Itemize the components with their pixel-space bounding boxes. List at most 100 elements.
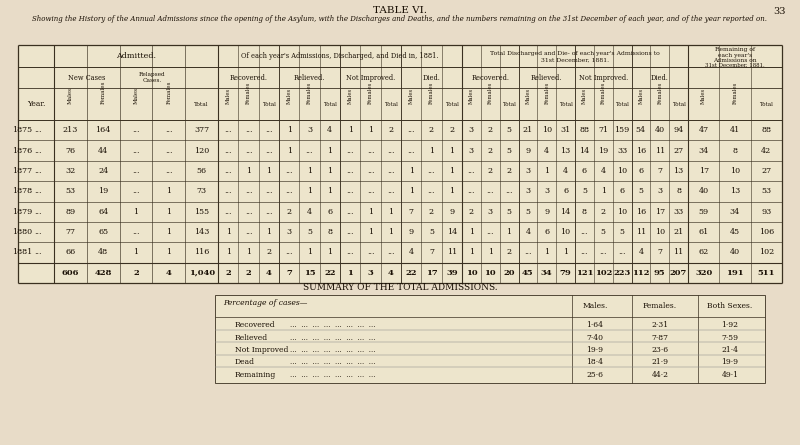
Text: 102: 102 bbox=[758, 248, 774, 256]
Text: 32: 32 bbox=[66, 167, 75, 175]
Text: 44: 44 bbox=[98, 146, 108, 154]
Text: ...: ... bbox=[245, 187, 252, 195]
Text: ...: ... bbox=[286, 248, 293, 256]
Text: 7: 7 bbox=[286, 269, 292, 277]
Text: 17: 17 bbox=[426, 269, 438, 277]
Text: ...: ... bbox=[428, 167, 435, 175]
Text: 5: 5 bbox=[506, 208, 511, 216]
Text: 1: 1 bbox=[286, 126, 292, 134]
Text: 10: 10 bbox=[730, 167, 740, 175]
Text: 10: 10 bbox=[617, 167, 627, 175]
Text: 1: 1 bbox=[286, 146, 292, 154]
Text: 59: 59 bbox=[698, 208, 709, 216]
Text: 1: 1 bbox=[166, 228, 171, 236]
Text: Relieved.: Relieved. bbox=[531, 73, 562, 81]
Text: Admissions on: Admissions on bbox=[713, 57, 757, 62]
Text: 1: 1 bbox=[388, 228, 394, 236]
Text: 17: 17 bbox=[654, 208, 665, 216]
Text: 48: 48 bbox=[98, 248, 108, 256]
Text: 213: 213 bbox=[62, 126, 78, 134]
Text: ...: ... bbox=[366, 248, 374, 256]
Text: 15: 15 bbox=[304, 269, 315, 277]
Text: 76: 76 bbox=[66, 146, 75, 154]
Text: 1: 1 bbox=[488, 248, 493, 256]
Text: 1: 1 bbox=[544, 167, 550, 175]
Text: Year.: Year. bbox=[27, 100, 45, 108]
Text: 23·6: 23·6 bbox=[651, 346, 669, 354]
Text: 1: 1 bbox=[166, 187, 171, 195]
Text: 21: 21 bbox=[674, 228, 684, 236]
Text: 3: 3 bbox=[526, 167, 530, 175]
Text: 66: 66 bbox=[66, 248, 75, 256]
Text: ...: ... bbox=[468, 167, 475, 175]
Text: 1: 1 bbox=[134, 248, 138, 256]
Text: 40: 40 bbox=[698, 187, 709, 195]
Text: ...: ... bbox=[265, 126, 273, 134]
Text: 1876: 1876 bbox=[12, 146, 32, 154]
Text: 2: 2 bbox=[601, 208, 606, 216]
Text: 1,040: 1,040 bbox=[189, 269, 214, 277]
Text: Males: Males bbox=[409, 88, 414, 104]
Text: 22: 22 bbox=[406, 269, 417, 277]
Text: 7·40: 7·40 bbox=[586, 334, 603, 342]
Text: 1: 1 bbox=[166, 208, 171, 216]
Text: Females: Females bbox=[733, 82, 738, 104]
Text: ...: ... bbox=[407, 146, 415, 154]
Text: ...: ... bbox=[387, 248, 394, 256]
Text: Showing the History of the Annual Admissions since the opening of the Asylum, wi: Showing the History of the Annual Admiss… bbox=[33, 15, 767, 23]
Text: 2·31: 2·31 bbox=[651, 321, 669, 329]
Text: 10: 10 bbox=[542, 126, 552, 134]
Text: ...: ... bbox=[132, 167, 140, 175]
Text: 79: 79 bbox=[560, 269, 571, 277]
Text: Females.: Females. bbox=[643, 302, 677, 310]
Text: 45: 45 bbox=[522, 269, 534, 277]
Text: Males.: Males. bbox=[582, 302, 608, 310]
Text: 428: 428 bbox=[94, 269, 112, 277]
Text: 207: 207 bbox=[670, 269, 687, 277]
Text: 2: 2 bbox=[266, 248, 271, 256]
Text: 1: 1 bbox=[409, 167, 414, 175]
Text: ...: ... bbox=[245, 228, 252, 236]
Text: Not Improved.: Not Improved. bbox=[578, 73, 628, 81]
Text: Total: Total bbox=[445, 101, 458, 106]
Text: Females: Females bbox=[429, 82, 434, 104]
Text: 25·6: 25·6 bbox=[586, 371, 603, 379]
Text: 2: 2 bbox=[429, 208, 434, 216]
Text: 73: 73 bbox=[197, 187, 206, 195]
Text: 24: 24 bbox=[98, 167, 108, 175]
Text: ...: ... bbox=[225, 146, 232, 154]
Text: ...: ... bbox=[165, 126, 173, 134]
Text: 4: 4 bbox=[166, 269, 172, 277]
Text: 34: 34 bbox=[730, 208, 740, 216]
Text: Not Improved.: Not Improved. bbox=[346, 73, 395, 81]
Text: ...: ... bbox=[306, 146, 314, 154]
Text: 1·64: 1·64 bbox=[586, 321, 603, 329]
Text: 5: 5 bbox=[506, 146, 511, 154]
Text: Relieved.: Relieved. bbox=[294, 73, 325, 81]
Text: Of each year's Admissions, Discharged, and Died in, 1881.: Of each year's Admissions, Discharged, a… bbox=[242, 52, 438, 60]
Text: ...: ... bbox=[225, 167, 232, 175]
Text: 4: 4 bbox=[388, 269, 394, 277]
Text: ...: ... bbox=[486, 228, 494, 236]
Text: 2: 2 bbox=[429, 126, 434, 134]
Text: 2: 2 bbox=[133, 269, 139, 277]
Text: ...: ... bbox=[34, 187, 42, 195]
Text: Relapsed
Cases.: Relapsed Cases. bbox=[139, 72, 166, 83]
Text: ...: ... bbox=[286, 187, 293, 195]
Text: Males: Males bbox=[638, 88, 643, 104]
Text: 5: 5 bbox=[526, 208, 530, 216]
Text: Males: Males bbox=[348, 88, 353, 104]
Text: ...  ...  ...  ...  ...  ...  ...  ...: ... ... ... ... ... ... ... ... bbox=[290, 334, 375, 342]
Text: 4: 4 bbox=[563, 167, 568, 175]
Bar bbox=[215, 295, 765, 383]
Text: Remaining of: Remaining of bbox=[715, 48, 755, 53]
Text: ...: ... bbox=[468, 187, 475, 195]
Text: 31st December, 1881.: 31st December, 1881. bbox=[705, 62, 765, 68]
Text: 1879: 1879 bbox=[12, 208, 32, 216]
Text: 20: 20 bbox=[503, 269, 515, 277]
Text: 7·87: 7·87 bbox=[651, 334, 669, 342]
Text: 1: 1 bbox=[450, 187, 454, 195]
Text: 6: 6 bbox=[544, 228, 550, 236]
Text: 1: 1 bbox=[226, 248, 230, 256]
Text: 13: 13 bbox=[561, 146, 570, 154]
